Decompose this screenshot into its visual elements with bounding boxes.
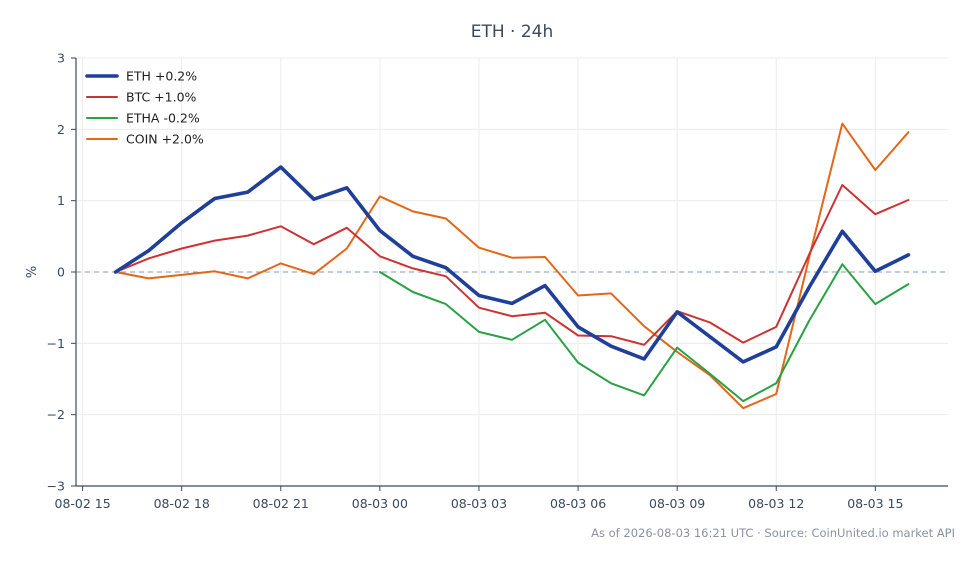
x-tick-label: 08-03 03 xyxy=(451,496,507,511)
y-tick-label: 2 xyxy=(57,122,65,137)
legend-label-btc: BTC +1.0% xyxy=(126,90,197,105)
legend-label-coin: COIN +2.0% xyxy=(126,132,204,147)
series-line-coin xyxy=(114,122,910,410)
x-tick-label: 08-03 06 xyxy=(550,496,606,511)
y-tick-label: 3 xyxy=(57,51,65,66)
y-axis-ticks: −3 −2 −1 0 1 2 3 xyxy=(47,51,76,494)
x-axis-ticks: 08-02 15 08-02 18 08-02 21 08-03 00 08-03 03… xyxy=(55,486,903,511)
x-tick-label: 08-02 21 xyxy=(253,496,309,511)
series-line-eth xyxy=(113,165,911,364)
series-layer xyxy=(113,122,911,410)
legend-label-eth: ETH +0.2% xyxy=(126,69,197,84)
y-tick-label: −3 xyxy=(47,479,65,494)
legend: ETH +0.2% BTC +1.0% ETHA -0.2% COIN +2.0% xyxy=(85,69,204,147)
y-tick-label: 1 xyxy=(57,193,65,208)
source-footnote: As of 2026-08-03 16:21 UTC · Source: Coi… xyxy=(591,526,955,540)
y-tick-label: −1 xyxy=(47,336,65,351)
y-tick-label: −2 xyxy=(47,407,65,422)
y-tick-label: 0 xyxy=(57,265,65,280)
x-tick-label: 08-02 15 xyxy=(55,496,111,511)
y-axis-label: % xyxy=(25,266,40,278)
x-tick-label: 08-03 15 xyxy=(847,496,903,511)
legend-label-etha: ETHA -0.2% xyxy=(126,111,200,126)
x-tick-label: 08-03 00 xyxy=(352,496,408,511)
x-tick-label: 08-03 09 xyxy=(649,496,705,511)
chart-title: ETH · 24h xyxy=(471,22,554,42)
series-line-btc xyxy=(114,184,910,346)
series-line-etha xyxy=(378,263,910,403)
grid xyxy=(76,57,948,487)
x-tick-label: 08-03 12 xyxy=(748,496,804,511)
x-tick-label: 08-02 18 xyxy=(154,496,210,511)
